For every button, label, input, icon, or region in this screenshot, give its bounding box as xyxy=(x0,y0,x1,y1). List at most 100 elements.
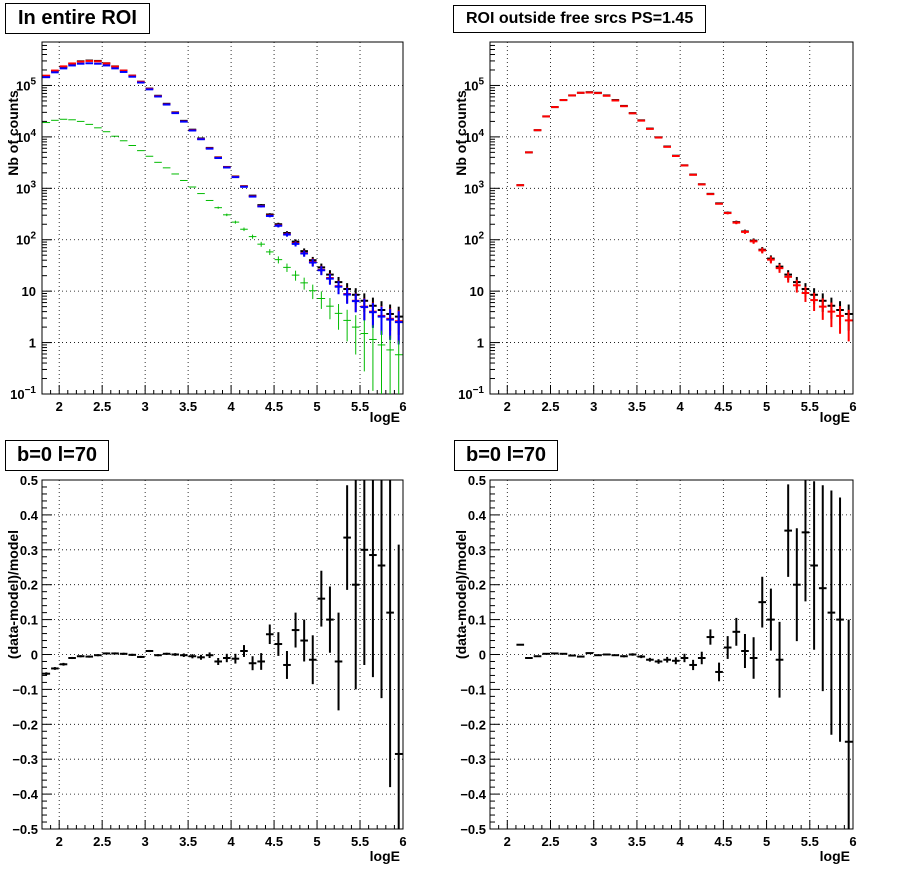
data-point-series-3 xyxy=(248,234,257,239)
residual-point xyxy=(76,655,85,658)
data-point-series-2 xyxy=(343,287,351,304)
residual-point xyxy=(137,655,145,658)
residual-point xyxy=(654,659,663,664)
data-point-series-3 xyxy=(369,325,377,391)
residual-point xyxy=(68,656,76,660)
chart-title-outside-free-srcs: ROI outside free srcs PS=1.45 xyxy=(453,5,707,33)
data-point-series-2 xyxy=(326,273,334,285)
residual-point xyxy=(689,659,697,671)
data-point-series-1 xyxy=(793,279,801,293)
data-point-series-2 xyxy=(317,266,326,276)
x-tick-label: 4.5 xyxy=(714,399,732,414)
y-tick-label: −0.1 xyxy=(460,682,486,697)
data-point-series-2 xyxy=(377,306,386,335)
chart-title-residual-right: b=0 l=70 xyxy=(454,440,559,471)
data-point-series-3 xyxy=(351,315,360,355)
residual-point xyxy=(386,480,394,788)
residual-point xyxy=(394,544,403,829)
x-tick-label: 2 xyxy=(504,834,511,849)
x-tick-label: 2.5 xyxy=(541,834,559,849)
chart-title-entire-roi: In entire ROI xyxy=(5,3,150,34)
residual-point xyxy=(128,653,137,656)
data-point-series-3 xyxy=(386,335,394,394)
data-point-series-2 xyxy=(360,298,369,321)
data-point-series-3 xyxy=(394,340,403,394)
residual-point xyxy=(111,652,119,655)
residual-point xyxy=(283,651,291,679)
panel-residual-left: 2 2.5 3 3.5 4 4.5 5 5.5 6 −0.5 −0.4 −0.3 −0.2 −0.1 0 0.… xyxy=(5,473,407,864)
residual-point xyxy=(188,654,197,659)
residual-point xyxy=(334,612,343,711)
data-point-series-2 xyxy=(334,281,343,295)
x-tick-label: 6 xyxy=(399,399,406,414)
x-tick-label: 2.5 xyxy=(93,399,111,414)
y-tick-label: 0.4 xyxy=(20,508,39,523)
data-point-series-3 xyxy=(377,330,386,394)
x-axis-label: logE xyxy=(820,409,850,425)
data-point-series-3 xyxy=(291,270,300,281)
x-tick-label: 6 xyxy=(849,399,856,414)
residual-point xyxy=(51,667,59,670)
x-axis-label: logE xyxy=(370,409,400,425)
y-tick-label: 103 xyxy=(464,179,484,196)
y-tick-label: −0.4 xyxy=(12,787,38,802)
y-tick-label: 102 xyxy=(464,231,484,248)
data-point-series-1 xyxy=(723,211,732,215)
data-point-series-3 xyxy=(317,291,326,309)
residual-point xyxy=(85,655,94,658)
residual-point xyxy=(680,653,689,663)
residual-point xyxy=(818,485,827,692)
residual-point xyxy=(42,672,51,676)
residual-point xyxy=(377,480,386,699)
residual-point xyxy=(784,484,792,577)
x-tick-label: 4.5 xyxy=(265,399,283,414)
x-tick-label: 3.5 xyxy=(628,834,646,849)
y-tick-label: −0.1 xyxy=(12,682,38,697)
x-tick-label: 5.5 xyxy=(351,399,369,414)
y-tick-label: 105 xyxy=(464,76,484,93)
x-tick-label: 3 xyxy=(142,399,149,414)
data-point-series-3 xyxy=(326,298,334,320)
residual-point xyxy=(663,656,671,663)
panel-counts-entire-roi: 2 2.5 3 3.5 4 4.5 5 5.5 6 10−1 1 10 102 103 104 105 logE… xyxy=(5,41,407,425)
y-tick-label: 10−1 xyxy=(458,385,484,402)
residual-point xyxy=(749,637,758,679)
data-point-series-1 xyxy=(775,264,784,273)
residual-point xyxy=(308,635,317,685)
residual-point xyxy=(59,662,68,666)
residual-point xyxy=(844,619,853,829)
residual-point xyxy=(351,480,360,690)
residual-point xyxy=(723,636,732,659)
residual-point xyxy=(620,655,628,658)
residual-point xyxy=(360,480,369,665)
x-tick-label: 4 xyxy=(227,399,235,414)
y-tick-label: −0.3 xyxy=(12,752,38,767)
residual-point xyxy=(767,588,775,651)
residual-point xyxy=(741,634,749,669)
data-point-series-1 xyxy=(836,306,844,334)
x-tick-label: 3.5 xyxy=(179,834,197,849)
x-tick-label: 3 xyxy=(142,834,149,849)
residual-point xyxy=(197,654,205,660)
data-point-series-2 xyxy=(394,311,403,345)
data-point-series-1 xyxy=(758,247,767,254)
data-point-series-3 xyxy=(265,249,274,256)
y-tick-label: −0.4 xyxy=(460,787,486,802)
data-point-series-3 xyxy=(231,220,240,224)
x-tick-label: 4 xyxy=(677,399,685,414)
residual-point xyxy=(223,653,231,663)
y-tick-label: 0.2 xyxy=(468,578,486,593)
x-tick-label: 3.5 xyxy=(628,399,646,414)
data-point-series-1 xyxy=(767,256,775,264)
y-tick-label: 10 xyxy=(22,284,36,299)
data-point-series-1 xyxy=(844,309,853,342)
x-tick-label: 3.5 xyxy=(179,399,197,414)
y-tick-label: 10−1 xyxy=(10,385,36,402)
residual-point xyxy=(326,586,334,653)
data-point-series-3 xyxy=(343,309,351,342)
y-tick-label: 1 xyxy=(29,336,36,351)
y-tick-label: 0.3 xyxy=(468,543,486,558)
data-point-series-3 xyxy=(360,320,369,372)
residual-point xyxy=(343,485,351,590)
